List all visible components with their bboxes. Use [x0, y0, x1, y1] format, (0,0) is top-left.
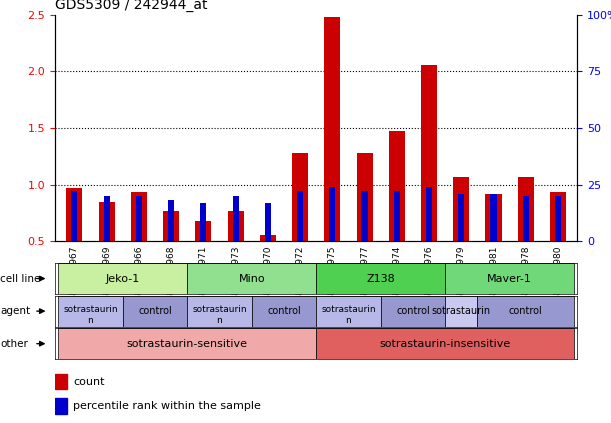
- Bar: [168, 201, 174, 298]
- Text: other: other: [0, 339, 28, 349]
- Text: sotrastaurin: sotrastaurin: [321, 305, 376, 314]
- Text: sotrastaurin: sotrastaurin: [192, 305, 247, 314]
- Text: control: control: [138, 306, 172, 316]
- Bar: [316, 263, 445, 294]
- Text: control: control: [396, 306, 430, 316]
- Text: Mino: Mino: [238, 274, 265, 283]
- Text: sotrastaurin-insensitive: sotrastaurin-insensitive: [379, 339, 511, 349]
- Bar: [71, 191, 78, 298]
- Text: GDS5309 / 242944_at: GDS5309 / 242944_at: [55, 0, 208, 12]
- Bar: [389, 132, 405, 298]
- Bar: [453, 177, 469, 298]
- Bar: [55, 398, 67, 414]
- Bar: [123, 296, 187, 327]
- Text: count: count: [73, 377, 105, 387]
- Bar: [252, 296, 316, 327]
- Text: Z138: Z138: [367, 274, 395, 283]
- Bar: [163, 211, 179, 298]
- Bar: [131, 192, 147, 298]
- Bar: [233, 196, 239, 298]
- Bar: [187, 263, 316, 294]
- Bar: [58, 328, 316, 359]
- Text: cell line: cell line: [0, 274, 40, 283]
- Bar: [260, 236, 276, 298]
- Bar: [265, 203, 271, 298]
- Text: n: n: [216, 316, 222, 325]
- Bar: [316, 296, 381, 327]
- Bar: [98, 201, 115, 298]
- Bar: [381, 296, 445, 327]
- Bar: [316, 328, 574, 359]
- Text: percentile rank within the sample: percentile rank within the sample: [73, 401, 262, 411]
- Text: n: n: [346, 316, 351, 325]
- Bar: [518, 177, 534, 298]
- Bar: [329, 187, 335, 298]
- Text: n: n: [87, 316, 93, 325]
- Bar: [356, 153, 373, 298]
- Bar: [445, 263, 574, 294]
- Bar: [445, 296, 477, 327]
- Bar: [458, 194, 464, 298]
- Bar: [136, 196, 142, 298]
- Text: sotrastaurin: sotrastaurin: [63, 305, 118, 314]
- Bar: [491, 194, 497, 298]
- Text: sotrastaurin: sotrastaurin: [432, 306, 491, 316]
- Bar: [297, 191, 303, 298]
- Text: Maver-1: Maver-1: [487, 274, 532, 283]
- Text: Jeko-1: Jeko-1: [106, 274, 140, 283]
- Bar: [523, 196, 529, 298]
- Text: control: control: [267, 306, 301, 316]
- Text: sotrastaurin-sensitive: sotrastaurin-sensitive: [126, 339, 247, 349]
- Bar: [58, 296, 123, 327]
- Bar: [292, 153, 308, 298]
- Bar: [362, 191, 368, 298]
- Bar: [550, 192, 566, 298]
- Text: agent: agent: [0, 306, 30, 316]
- Bar: [477, 296, 574, 327]
- Bar: [393, 191, 400, 298]
- Bar: [103, 196, 109, 298]
- Bar: [426, 187, 432, 298]
- Bar: [421, 65, 437, 298]
- Bar: [486, 194, 502, 298]
- Bar: [324, 17, 340, 298]
- Bar: [187, 296, 252, 327]
- Bar: [55, 374, 67, 389]
- Bar: [58, 263, 187, 294]
- Bar: [555, 196, 561, 298]
- Bar: [196, 221, 211, 298]
- Bar: [200, 203, 207, 298]
- Text: control: control: [509, 306, 543, 316]
- Bar: [66, 188, 82, 298]
- Bar: [227, 211, 244, 298]
